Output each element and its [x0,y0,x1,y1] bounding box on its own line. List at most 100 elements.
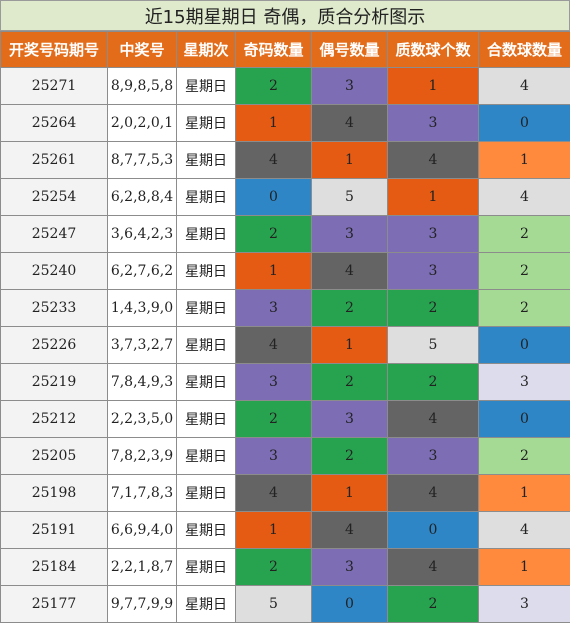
period-cell: 25184 [1,549,108,586]
odd-count-cell: 1 [236,512,312,549]
composite-count-cell: 0 [479,401,570,438]
period-cell: 25271 [1,68,108,105]
prime-count-cell: 4 [388,549,479,586]
weekday-cell: 星期日 [177,475,236,512]
winning-numbers-cell: 2,2,1,8,7 [108,549,177,586]
odd-count-cell: 2 [236,549,312,586]
winning-numbers-cell: 3,7,3,2,7 [108,327,177,364]
winning-numbers-cell: 9,7,7,9,9 [108,586,177,623]
odd-count-cell: 1 [236,253,312,290]
composite-count-cell: 1 [479,475,570,512]
odd-count-cell: 2 [236,68,312,105]
period-cell: 25240 [1,253,108,290]
header-weekday: 星期次 [177,32,236,68]
weekday-cell: 星期日 [177,179,236,216]
odd-count-cell: 4 [236,327,312,364]
prime-count-cell: 4 [388,401,479,438]
even-count-cell: 2 [312,438,388,475]
even-count-cell: 4 [312,253,388,290]
page-title: 近15期星期日 奇偶，质合分析图示 [0,0,570,31]
weekday-cell: 星期日 [177,290,236,327]
composite-count-cell: 2 [479,253,570,290]
odd-count-cell: 3 [236,364,312,401]
odd-count-cell: 2 [236,401,312,438]
period-cell: 25254 [1,179,108,216]
prime-count-cell: 4 [388,475,479,512]
weekday-cell: 星期日 [177,68,236,105]
composite-count-cell: 1 [479,142,570,179]
prime-count-cell: 3 [388,216,479,253]
period-cell: 25261 [1,142,108,179]
prime-count-cell: 2 [388,364,479,401]
winning-numbers-cell: 6,2,7,6,2 [108,253,177,290]
header-period: 开奖号码期号 [1,32,108,68]
composite-count-cell: 2 [479,290,570,327]
period-cell: 25205 [1,438,108,475]
header-prime-count: 质数球个数 [388,32,479,68]
even-count-cell: 4 [312,105,388,142]
period-cell: 25264 [1,105,108,142]
even-count-cell: 1 [312,142,388,179]
weekday-cell: 星期日 [177,586,236,623]
weekday-cell: 星期日 [177,253,236,290]
winning-numbers-cell: 3,6,4,2,3 [108,216,177,253]
composite-count-cell: 0 [479,105,570,142]
period-cell: 25177 [1,586,108,623]
weekday-cell: 星期日 [177,327,236,364]
period-cell: 25226 [1,327,108,364]
even-count-cell: 3 [312,549,388,586]
winning-numbers-cell: 1,4,3,9,0 [108,290,177,327]
period-cell: 25219 [1,364,108,401]
winning-numbers-cell: 2,0,2,0,1 [108,105,177,142]
composite-count-cell: 0 [479,327,570,364]
winning-numbers-cell: 8,7,7,5,3 [108,142,177,179]
even-count-cell: 4 [312,512,388,549]
odd-count-cell: 1 [236,105,312,142]
header-composite-count: 合数球数量 [479,32,570,68]
winning-numbers-cell: 8,9,8,5,8 [108,68,177,105]
weekday-cell: 星期日 [177,512,236,549]
prime-count-cell: 5 [388,327,479,364]
prime-count-cell: 3 [388,105,479,142]
composite-count-cell: 4 [479,179,570,216]
composite-count-cell: 4 [479,68,570,105]
weekday-cell: 星期日 [177,401,236,438]
prime-count-cell: 4 [388,142,479,179]
composite-count-cell: 3 [479,586,570,623]
period-cell: 25233 [1,290,108,327]
header-row: 开奖号码期号 中奖号 星期次 奇码数量 偶号数量 质数球个数 合数球数量 [1,32,570,68]
header-winning-numbers: 中奖号 [108,32,177,68]
weekday-cell: 星期日 [177,438,236,475]
even-count-cell: 0 [312,586,388,623]
prime-count-cell: 2 [388,586,479,623]
even-count-cell: 1 [312,475,388,512]
composite-count-cell: 1 [479,549,570,586]
weekday-cell: 星期日 [177,216,236,253]
prime-count-cell: 2 [388,290,479,327]
odd-count-cell: 2 [236,216,312,253]
composite-count-cell: 2 [479,216,570,253]
composite-count-cell: 4 [479,512,570,549]
winning-numbers-cell: 6,2,8,8,4 [108,179,177,216]
period-cell: 25247 [1,216,108,253]
winning-numbers-cell: 7,1,7,8,3 [108,475,177,512]
odd-count-cell: 3 [236,290,312,327]
weekday-cell: 星期日 [177,549,236,586]
period-cell: 25191 [1,512,108,549]
weekday-cell: 星期日 [177,105,236,142]
